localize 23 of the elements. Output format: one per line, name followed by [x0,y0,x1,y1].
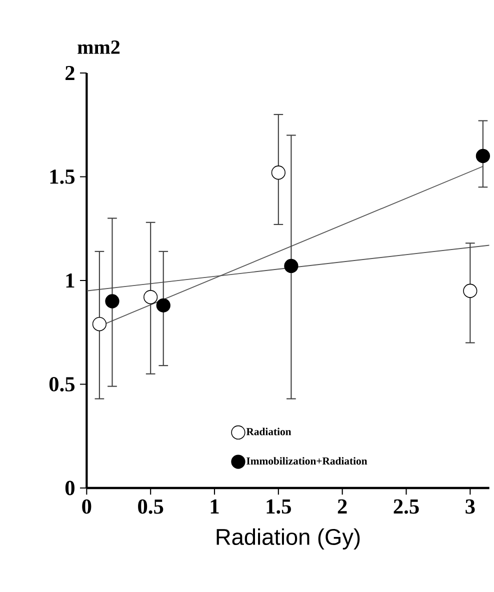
y-tick-label: 2 [66,66,74,80]
y-axis-title: mm2 [78,40,120,54]
point [92,317,107,332]
point [144,290,158,304]
y-tick-label: 0.5 [49,377,75,392]
point [463,284,478,298]
legend-label: Radiation [246,428,292,436]
x-tick-label: 0.5 [138,499,164,514]
x-tick-label: 1 [210,499,219,514]
point [284,258,298,274]
point [105,294,120,308]
y-tick-label: 1.5 [50,170,75,184]
x-tick-label: 2 [338,499,347,514]
x-tick-label: 3 [466,499,475,514]
x-tick-label: 2.5 [394,499,419,514]
y-tick-label: 0 [65,480,74,496]
legend-label: Immobilization+Radiation [246,457,368,465]
point [271,166,286,180]
x-tick-label: 0 [82,499,92,514]
x-tick-label: 1.5 [266,499,291,514]
point [156,298,170,312]
x-axis-title: Radiation (Gy) [216,528,360,550]
y-tick-label: 1 [66,273,74,288]
